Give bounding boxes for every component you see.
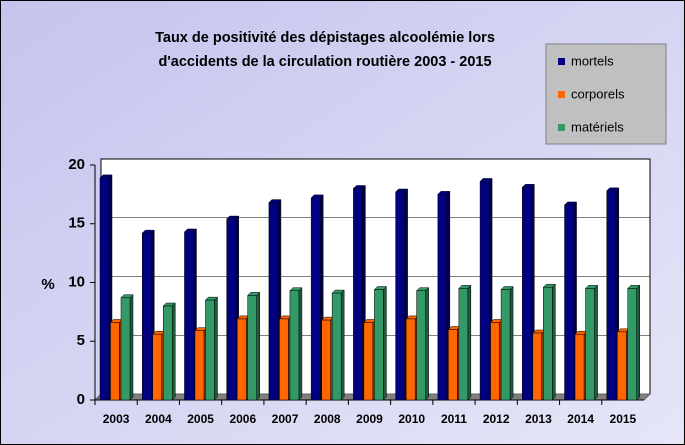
bar (353, 188, 363, 401)
bar (374, 289, 384, 401)
x-tick-label: 2007 (272, 412, 299, 426)
bar-side (509, 285, 514, 401)
y-tick-label: 10 (68, 273, 85, 290)
bar (141, 232, 152, 401)
bar (194, 330, 205, 401)
bar-side (552, 283, 556, 401)
bar (152, 333, 162, 401)
x-tick-label: 2014 (567, 412, 594, 426)
bar (162, 305, 173, 401)
bar (448, 329, 458, 401)
y-axis-label: % (41, 276, 54, 293)
legend-label: mortels (571, 53, 614, 68)
bar (310, 197, 321, 401)
bar (321, 319, 331, 401)
bar (363, 322, 374, 401)
legend-swatch (558, 124, 565, 131)
bar (268, 202, 279, 401)
bar-side (298, 287, 303, 401)
y-tick-label: 15 (68, 215, 85, 232)
bar (606, 190, 617, 401)
bar (543, 286, 553, 401)
bar (331, 292, 342, 401)
bar-side (171, 302, 176, 401)
bar (289, 290, 300, 401)
x-tick-label: 2011 (441, 412, 467, 426)
chart-title: Taux de positivité des dépistages alcool… (155, 30, 495, 46)
bar (617, 331, 627, 401)
chart-title: d'accidents de la circulation routière 2… (158, 54, 491, 70)
x-tick-label: 2008 (314, 412, 341, 426)
x-tick-label: 2012 (483, 412, 510, 426)
bar (564, 204, 574, 401)
bar (437, 194, 448, 401)
x-tick-label: 2009 (356, 412, 383, 426)
y-tick-label: 5 (77, 332, 85, 349)
bar (236, 318, 247, 401)
legend-label: matériels (571, 119, 624, 134)
bar (585, 288, 595, 401)
bar-side (214, 296, 218, 401)
legend-swatch (558, 58, 565, 65)
bar (627, 288, 638, 401)
bar (479, 181, 490, 401)
bar (522, 187, 532, 401)
legend (545, 43, 667, 145)
bar (205, 299, 215, 401)
bar (226, 218, 236, 401)
bar (532, 332, 543, 401)
bar-side (383, 285, 387, 401)
y-tick-label: 0 (77, 391, 85, 408)
bar-side (594, 284, 598, 401)
legend-swatch (558, 91, 565, 98)
x-tick-label: 2013 (525, 412, 552, 426)
bar (416, 290, 426, 401)
bar (120, 297, 131, 401)
bar-side (340, 289, 345, 401)
x-tick-label: 2015 (610, 412, 637, 426)
x-tick-label: 2005 (187, 412, 214, 426)
bar (490, 322, 500, 401)
legend-label: corporels (571, 86, 625, 101)
bar (500, 289, 511, 401)
bar-side (636, 284, 641, 401)
bar (184, 231, 194, 401)
bar (458, 288, 469, 401)
bar (574, 333, 585, 401)
bar-side (425, 287, 429, 401)
x-tick-label: 2003 (103, 412, 130, 426)
bar (110, 322, 120, 401)
bar-side (256, 291, 260, 401)
bar (405, 318, 416, 401)
bar (279, 318, 289, 401)
x-tick-label: 2004 (145, 412, 172, 426)
bar (395, 191, 405, 401)
y-tick-label: 20 (68, 156, 85, 173)
bar-side (129, 294, 134, 401)
bar (99, 177, 110, 401)
x-tick-label: 2010 (398, 412, 425, 426)
bar-side (467, 284, 472, 401)
bar (247, 295, 257, 401)
x-tick-label: 2006 (229, 412, 256, 426)
